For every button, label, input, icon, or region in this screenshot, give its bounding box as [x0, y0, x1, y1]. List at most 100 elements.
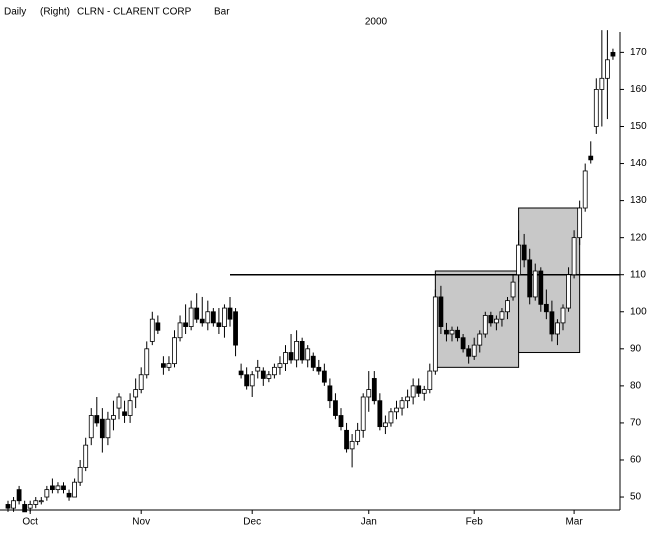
candle-body [194, 307, 200, 320]
candle-body [122, 411, 127, 416]
candle-body [427, 370, 433, 390]
y-tick-label: 160 [630, 84, 647, 95]
candle-body [444, 329, 449, 335]
x-tick-label: Feb [466, 517, 484, 528]
candle-body [327, 385, 333, 402]
candle-body [94, 415, 100, 424]
y-tick-label: 100 [630, 306, 647, 317]
x-tick-label: Jan [361, 517, 377, 528]
candle-body [344, 429, 349, 450]
candle-body [44, 489, 50, 498]
candle-body [288, 352, 294, 361]
candle-body [11, 500, 16, 509]
candle-body [260, 370, 266, 379]
candle-body [144, 348, 150, 376]
candle-body [466, 348, 472, 357]
candle-body [471, 344, 477, 357]
candle-body [299, 341, 305, 361]
candle-body [205, 311, 211, 324]
candle-body [216, 322, 222, 327]
candle-body [155, 322, 161, 331]
candle-body [50, 485, 55, 491]
candle-body [338, 415, 344, 428]
candle-body [416, 385, 422, 394]
candle-body [599, 77, 605, 90]
candle-body [199, 318, 205, 324]
y-tick-label: 120 [630, 232, 647, 243]
candle-body [510, 281, 516, 298]
candle-body [172, 337, 177, 365]
candle-body [482, 315, 488, 335]
candle-body [72, 481, 77, 498]
candle-body [438, 296, 444, 327]
candle-body [55, 485, 61, 491]
y-tick-label: 80 [630, 381, 642, 392]
y-tick-label: 170 [630, 47, 647, 58]
candle-body [521, 244, 527, 261]
candle-body [5, 504, 11, 509]
range-box [434, 270, 520, 368]
side: (Right) [40, 7, 70, 18]
candle-body [560, 307, 566, 324]
candle-body [227, 307, 233, 320]
candle-body [582, 170, 588, 209]
candle-body [277, 363, 283, 368]
frequency: Daily [4, 7, 26, 18]
candle-body [455, 329, 460, 339]
candle-body [371, 378, 377, 402]
candle-body [27, 504, 33, 509]
y-tick-label: 110 [630, 269, 646, 280]
candle-body [249, 374, 255, 387]
candle-body [449, 329, 455, 335]
candle-body [321, 370, 327, 383]
y-tick-label: 70 [630, 418, 642, 429]
subtitle: 2000 [365, 17, 388, 28]
x-tick-label: Dec [243, 517, 261, 528]
candle-body [133, 389, 139, 398]
candle-body [405, 396, 411, 402]
candle-body [77, 466, 83, 483]
candle-body [516, 244, 521, 276]
y-tick-label: 150 [630, 121, 647, 132]
x-tick-label: Oct [22, 517, 38, 528]
candle-body [183, 322, 189, 327]
candle-body [233, 311, 238, 346]
candle-body [355, 429, 361, 442]
candle-body [333, 400, 338, 416]
candle-body [138, 374, 144, 390]
candle-body [238, 370, 244, 376]
candle-body [577, 207, 583, 239]
candle-body [116, 396, 122, 409]
candle-body [149, 318, 155, 342]
x-tick-label: Nov [132, 517, 150, 528]
style: Bar [214, 7, 230, 18]
candle-body [349, 441, 355, 450]
candle-body [305, 348, 311, 361]
candle-body [188, 307, 194, 327]
candle-body [505, 300, 510, 313]
candle-body [410, 385, 416, 398]
candle-body [22, 504, 28, 513]
candle-body [283, 352, 288, 365]
candle-body [160, 363, 166, 368]
candle-body [571, 237, 577, 276]
y-tick-label: 90 [630, 343, 642, 354]
candle-body [382, 422, 388, 428]
candle-body [66, 492, 72, 498]
candle-body [210, 311, 216, 324]
candle-body [377, 400, 383, 428]
candle-body [83, 444, 89, 468]
candle-body [388, 411, 394, 424]
candle-body [177, 322, 183, 339]
candle-body [127, 400, 133, 416]
candle-body [316, 366, 322, 372]
candle-body [555, 322, 560, 335]
chart-title: CLRN - CLARENT CORP [77, 7, 192, 18]
candle-body [105, 418, 111, 439]
candle-body [255, 366, 261, 372]
candle-body [499, 311, 505, 320]
candle-body [38, 500, 44, 503]
y-tick-label: 60 [630, 455, 642, 466]
candle-body [421, 389, 427, 394]
